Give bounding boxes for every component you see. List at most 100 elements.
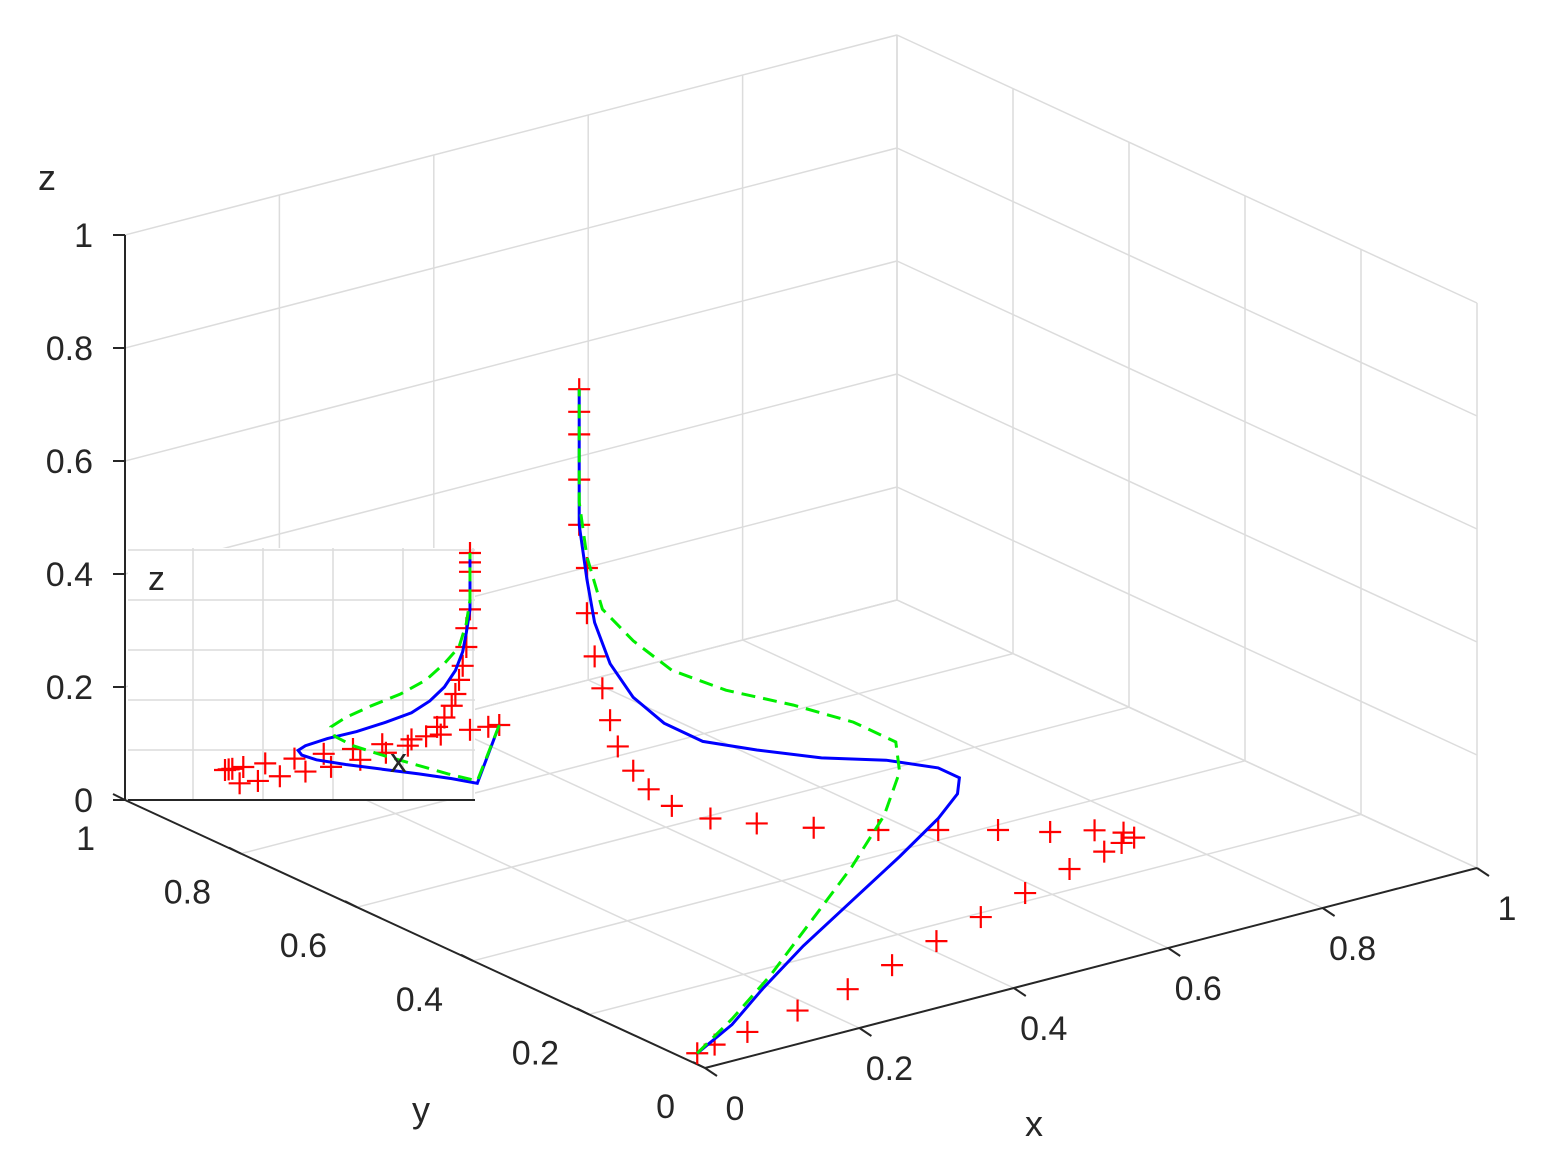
series-0-marker — [1058, 858, 1081, 880]
series-layer — [568, 378, 1146, 1065]
inset-series-0-marker — [232, 756, 255, 778]
y-tick-label: 0.6 — [280, 927, 327, 965]
series-0-marker — [1039, 820, 1062, 843]
inset-series-0-marker — [320, 755, 343, 778]
inset-series-0-marker — [415, 725, 438, 748]
y-axis-line — [124, 799, 706, 1069]
y-axis-label: y — [412, 1089, 430, 1130]
series-0-marker — [699, 807, 722, 830]
axes — [112, 234, 1490, 1077]
x-tick-label: 1 — [1498, 890, 1517, 928]
inset-series-1-line — [295, 553, 501, 786]
inset-series-0-marker — [283, 747, 306, 770]
series-0-marker — [637, 778, 660, 801]
inset-z-label: z — [148, 560, 165, 598]
inset-series-0-marker — [246, 769, 269, 792]
series-2-line — [577, 389, 902, 1055]
inset-series — [214, 542, 511, 795]
x-axis-line — [704, 867, 1478, 1069]
floor-grid-line — [240, 652, 1014, 855]
y-tick — [576, 1007, 590, 1016]
y-tick-label: 0.2 — [512, 1034, 559, 1072]
x-tick — [1476, 867, 1490, 877]
series-0-marker — [927, 819, 950, 842]
z-tick-label: 0.6 — [46, 443, 93, 481]
x-axis-label: x — [1025, 1103, 1043, 1144]
x-tick-label: 0.8 — [1329, 930, 1376, 968]
inset-panel: z x — [128, 542, 511, 801]
inset-series-0-marker — [228, 772, 251, 795]
x-tick — [858, 1027, 872, 1037]
tick-labels: 00.20.40.60.8100.20.40.60.8100.20.40.60.… — [46, 217, 1517, 1128]
inset-x-label: x — [390, 742, 407, 780]
floor-grid-line — [742, 639, 1323, 909]
series-0-marker — [1110, 831, 1133, 854]
inset-series-0-marker — [396, 734, 419, 757]
floor-grid-line — [588, 813, 1362, 1016]
series-0-marker — [836, 978, 859, 1001]
floor-grid-line — [433, 719, 1015, 989]
right-wall-grid-line — [896, 599, 1478, 869]
series-0-marker — [802, 816, 825, 839]
y-tick — [344, 900, 358, 909]
inset-series-0-marker — [433, 706, 456, 729]
series-0-marker — [745, 812, 768, 835]
series-0-marker — [599, 709, 622, 732]
z-tick-label: 0 — [74, 782, 93, 820]
inset-series-0-marker — [254, 752, 277, 775]
back-wall-grid-line — [124, 373, 898, 575]
z-tick-label: 0.4 — [46, 556, 93, 594]
inset-series-0-marker — [444, 683, 467, 705]
inset-series-0-marker — [459, 718, 481, 741]
inset-series-2-line — [329, 553, 501, 783]
y-tick — [692, 1061, 706, 1069]
series-0-marker — [1112, 821, 1135, 844]
x-tick-label: 0.6 — [1175, 970, 1222, 1008]
x-tick — [704, 1067, 718, 1077]
y-tick-label: 0.8 — [164, 874, 211, 912]
z-tick-label: 1 — [74, 217, 93, 255]
series-0-marker — [987, 818, 1010, 841]
z-axis-label: z — [38, 157, 56, 198]
right-wall-grid-line — [896, 373, 1478, 643]
y-tick-label: 0.4 — [396, 981, 443, 1019]
x-tick — [1013, 987, 1027, 997]
series-0-marker — [925, 930, 948, 953]
inset-series-0-marker — [268, 765, 291, 788]
inset-series-0-marker — [448, 668, 471, 691]
back-wall-grid-line — [124, 34, 898, 236]
y-tick-label: 0 — [656, 1088, 675, 1126]
series-0-marker — [969, 906, 992, 929]
y-tick — [460, 953, 474, 962]
inset-series-0-marker — [477, 715, 500, 738]
y-tick-label: 1 — [76, 820, 95, 858]
series-1-line — [577, 389, 962, 1055]
floor-grid-line — [356, 706, 1130, 908]
right-wall-grid-line — [896, 34, 1478, 304]
x-tick-label: 0.2 — [866, 1050, 913, 1088]
series-0-marker — [591, 677, 614, 700]
x-tick-label: 0.4 — [1020, 1010, 1067, 1048]
inset-series-0-marker — [294, 760, 317, 783]
inset-series-0-marker — [217, 758, 240, 781]
series-0-marker — [1083, 819, 1106, 842]
series-0-marker — [881, 954, 904, 977]
inset-series-0-marker — [451, 654, 474, 677]
y-tick — [228, 846, 242, 855]
z-tick-label: 0.8 — [46, 330, 93, 368]
series-0-marker — [606, 735, 629, 758]
floor-grid-line — [587, 679, 1169, 949]
inset-series-0-marker — [371, 733, 394, 756]
z-tick-label: 0.2 — [46, 669, 93, 707]
series-0-marker — [1123, 826, 1146, 849]
series-0-marker — [1014, 882, 1037, 905]
x-tick — [1322, 907, 1336, 917]
series-0-marker — [1093, 840, 1116, 863]
series-0-marker — [583, 645, 606, 668]
series-0-marker — [736, 1020, 759, 1043]
x-tick-label: 0 — [726, 1090, 745, 1128]
series-0-marker — [660, 794, 683, 817]
back-wall-grid-line — [124, 260, 898, 462]
right-wall-grid-line — [896, 147, 1478, 417]
